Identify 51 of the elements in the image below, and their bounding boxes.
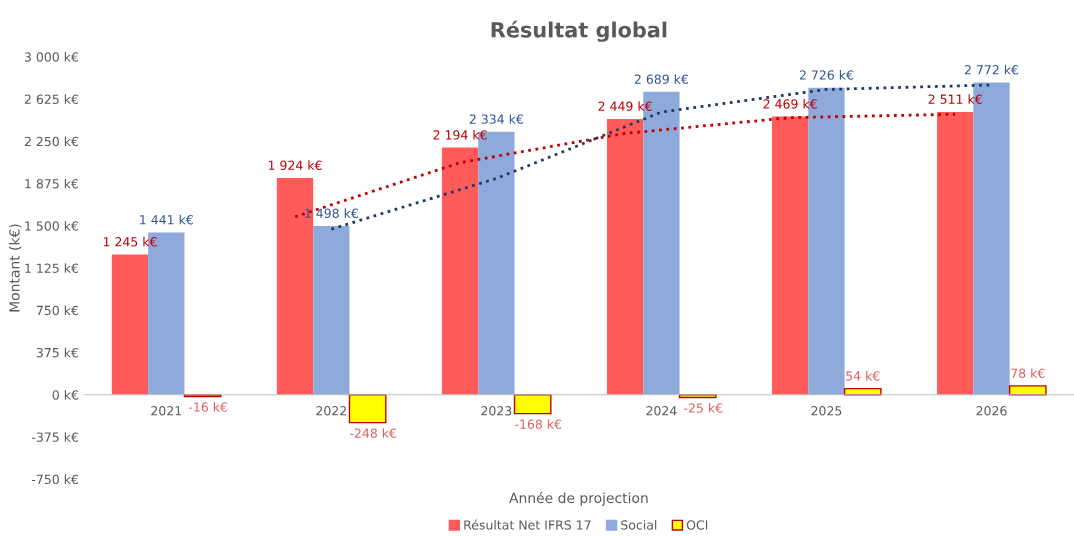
bar [513,394,552,415]
bar [111,254,149,395]
data-label: 2 334 k€ [469,114,524,124]
data-label: 2 726 k€ [799,70,854,80]
data-label: 54 k€ [846,370,880,381]
data-label: 1 498 k€ [305,208,358,219]
data-label: 1 924 k€ [268,160,322,171]
data-label: 2 449 k€ [598,101,652,111]
y-tick-label: 0 k€ [52,389,79,400]
bar [1008,385,1047,396]
data-label: 1 245 k€ [103,236,157,247]
data-label: 2 689 k€ [634,74,689,84]
data-label: 2 469 k€ [763,98,817,109]
data-label: 2 511 k€ [928,94,982,104]
y-tick-label: 375 k€ [36,347,79,358]
data-label: 78 k€ [1011,368,1045,378]
x-tick-label: 2021 [151,406,182,416]
data-label: 2 772 k€ [964,64,1019,75]
data-label: 2 194 k€ [433,129,487,140]
y-tick-label: 3 000 k€ [24,52,79,62]
bar [313,225,350,395]
bar [606,118,644,395]
bar [771,116,809,395]
y-tick-label: 1 875 k€ [25,178,79,189]
x-tick-label: 2025 [811,406,842,416]
y-tick-label: 1 500 k€ [25,221,79,231]
data-label: -16 k€ [188,402,228,412]
y-tick-label: -375 k€ [31,432,79,442]
legend-label: Social [621,520,657,530]
data-label: -168 k€ [515,419,562,429]
bar [441,147,479,395]
legend-label: Résultat Net IFRS 17 [464,519,591,530]
x-tick-label: 2022 [316,406,346,416]
y-tick-label: 750 k€ [36,305,79,316]
data-label: -25 k€ [684,403,723,413]
x-tick-label: 2024 [646,406,677,416]
x-tick-label: 2026 [976,406,1007,416]
legend-label: OCI [686,520,708,530]
x-axis-title: Année de projection [509,491,648,506]
y-tick-label: 1 125 k€ [25,263,79,273]
bar [937,111,974,395]
y-axis-title: Montant (k€) [8,224,22,312]
y-tick-label: 2 625 k€ [24,94,79,104]
data-label: -248 k€ [350,428,397,438]
y-tick-label: 2 250 k€ [24,136,79,147]
bar [276,178,314,395]
data-label: 1 441 k€ [140,214,193,225]
chart-title: Résultat global [491,20,667,42]
y-tick-label: -750 k€ [31,474,79,485]
bar [348,394,387,424]
x-tick-label: 2023 [481,406,512,416]
